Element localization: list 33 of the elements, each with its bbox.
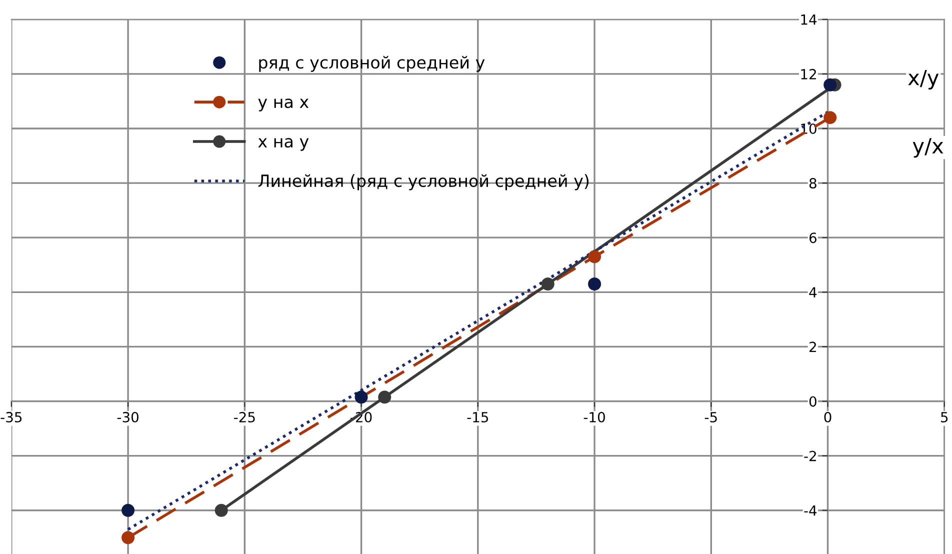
x-tick-label: 5	[941, 412, 948, 422]
y-tick-label: -2	[804, 450, 816, 462]
point	[588, 250, 602, 264]
y-tick-label: 0	[809, 396, 816, 407]
annotation: y/x	[912, 138, 944, 158]
y-tick-label: 2	[810, 342, 816, 352]
x-tick-label: -15	[467, 412, 488, 422]
y-tick-label: 4	[809, 287, 817, 298]
x-tick-label: -25	[234, 412, 255, 422]
point	[122, 531, 135, 544]
x-tick-label: -5	[704, 412, 717, 422]
legend-label: Линейная (ряд с условной средней y)	[258, 174, 589, 190]
y-tick-label: 12	[801, 68, 816, 80]
point	[378, 390, 392, 404]
annotation: x/y	[908, 70, 939, 90]
point	[122, 504, 135, 517]
y-tick-label: -4	[804, 506, 817, 516]
point	[214, 504, 228, 517]
y-tick-label: 8	[809, 178, 816, 189]
legend-label: ряд с условной средней y	[259, 56, 485, 72]
point	[541, 277, 554, 290]
point	[354, 390, 368, 404]
y-tick-label: 14	[801, 14, 817, 25]
x-tick-label: 0	[824, 412, 832, 422]
legend-label: x на y	[258, 138, 309, 151]
x-tick-label: -10	[584, 412, 605, 422]
y-tick-label: 6	[809, 232, 816, 244]
point	[824, 111, 837, 124]
point	[824, 78, 837, 92]
x-tick-label: -30	[117, 412, 138, 422]
x-tick-label: -35	[0, 412, 22, 422]
legend-label: y на x	[258, 98, 309, 112]
point	[588, 277, 602, 290]
